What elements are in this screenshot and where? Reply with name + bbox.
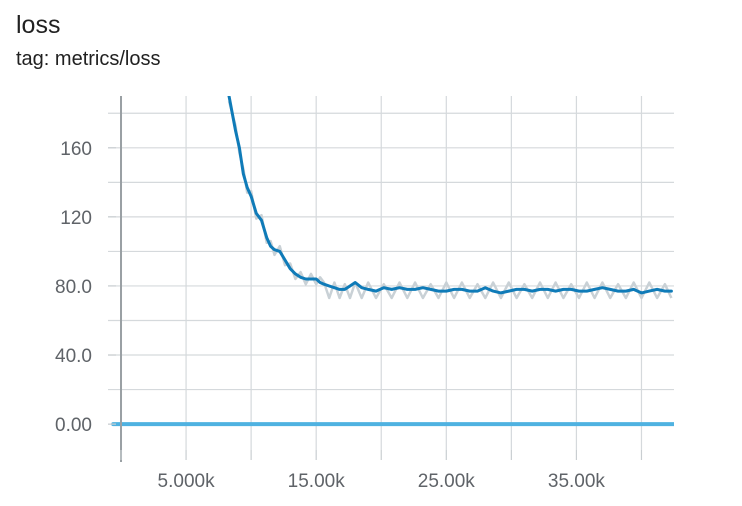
y-tick-label: 120 xyxy=(60,208,92,229)
y-tick-label: 80.0 xyxy=(55,277,92,298)
y-tick-label: 0.00 xyxy=(55,415,92,436)
chart-tag: tag: metrics/loss xyxy=(16,48,161,70)
series-lines xyxy=(111,96,674,427)
x-tick-label: 15.00k xyxy=(288,471,346,492)
y-tick-label: 160 xyxy=(60,139,92,160)
x-tick-label: 25.00k xyxy=(418,471,476,492)
y-tick-label: 40.0 xyxy=(55,346,92,367)
x-tick-label: 5.000k xyxy=(158,471,216,492)
raw-loss-shadow xyxy=(227,100,673,300)
grid-lines xyxy=(108,96,674,450)
chart-title: loss xyxy=(16,11,61,39)
loss-series-line xyxy=(227,96,673,295)
tick-labels: 0.00 40.0 80.0 120 160 5.000k 15.00k 25.00k 35.0… xyxy=(55,139,605,492)
axes xyxy=(108,96,643,462)
shadow-series xyxy=(227,100,673,300)
x-tick-label: 35.00k xyxy=(548,471,606,492)
